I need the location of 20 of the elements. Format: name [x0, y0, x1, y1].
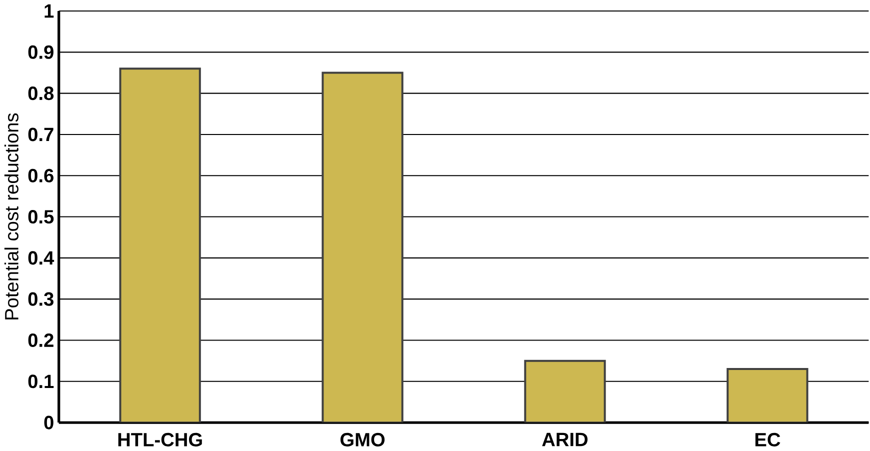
y-tick-label: 0.2: [28, 334, 54, 348]
y-tick-label: 0.4: [28, 251, 54, 265]
y-tick-label: 0.5: [28, 210, 54, 224]
bar: [726, 368, 808, 423]
y-tick-label: 0.3: [28, 292, 54, 306]
y-tick-label: 0.1: [28, 374, 54, 388]
bar: [524, 360, 606, 423]
x-tick-label: EC: [755, 432, 780, 447]
x-tick-label: GMO: [340, 432, 385, 447]
x-tick-label: HTL-CHG: [118, 432, 202, 447]
x-tick-label: ARID: [542, 432, 588, 446]
y-tick-label: 0: [44, 416, 54, 430]
bar: [119, 68, 201, 423]
y-axis-title: Potential cost reductions: [4, 113, 18, 320]
bar: [322, 72, 404, 423]
y-tick-label: 0.9: [28, 45, 54, 59]
y-tick-label: 1: [44, 4, 54, 18]
y-tick-label: 0.8: [28, 86, 54, 100]
y-tick-label: 0.7: [28, 128, 54, 142]
y-tick-label: 0.6: [28, 168, 54, 182]
